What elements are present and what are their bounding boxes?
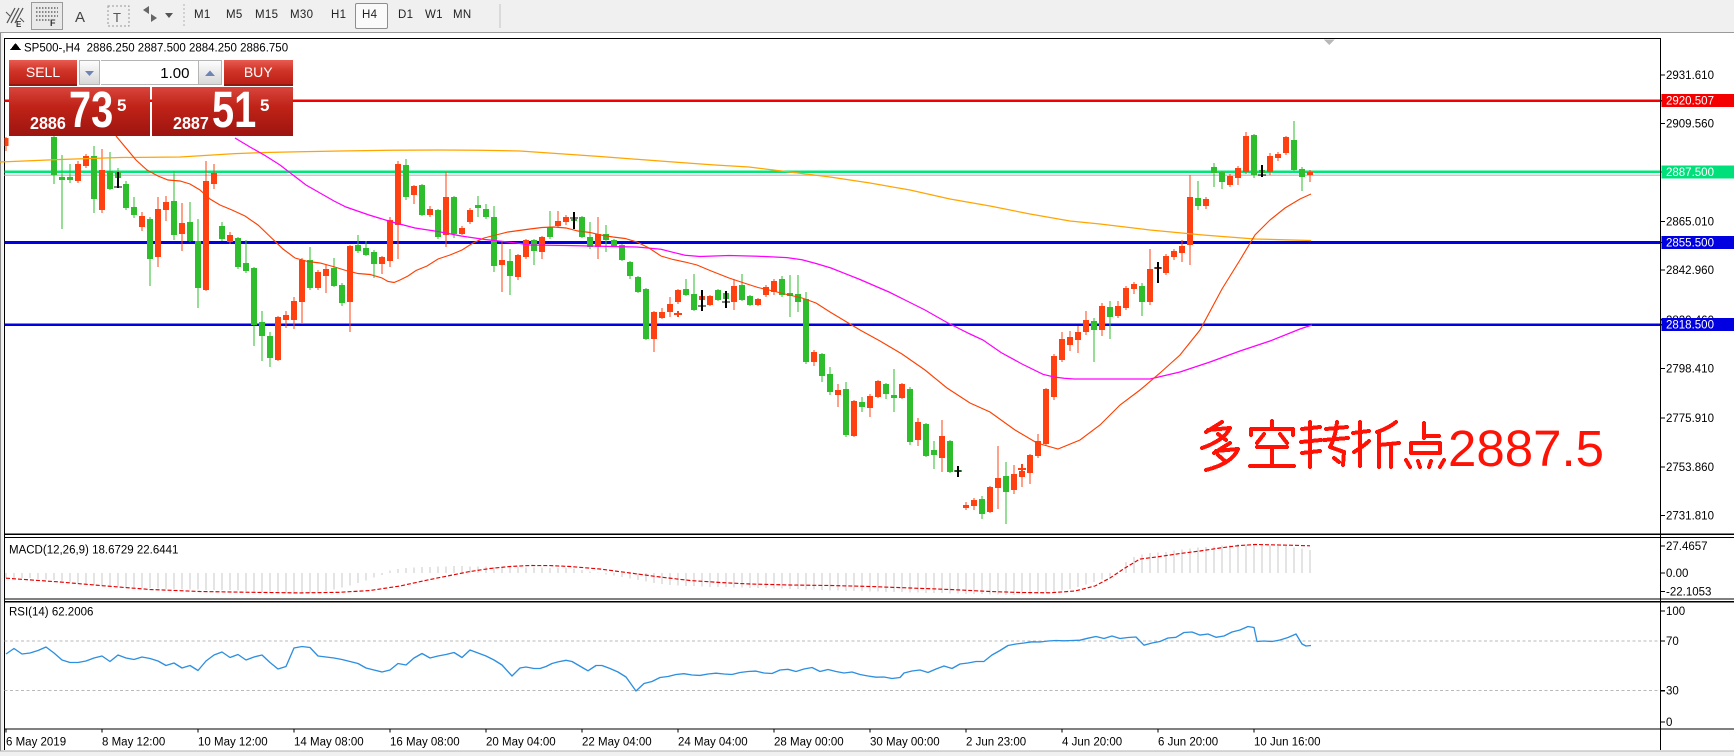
svg-text:2818.500: 2818.500	[1666, 320, 1714, 332]
svg-text:6 May 2019: 6 May 2019	[6, 737, 66, 749]
svg-text:10 May 12:00: 10 May 12:00	[198, 737, 268, 749]
svg-text:2887.500: 2887.500	[1666, 167, 1714, 179]
svg-text:30 May 00:00: 30 May 00:00	[870, 737, 940, 749]
svg-text:2798.410: 2798.410	[1666, 364, 1714, 376]
svg-text:0.00: 0.00	[1666, 568, 1688, 580]
svg-text:24 May 04:00: 24 May 04:00	[678, 737, 748, 749]
svg-text:2 Jun 23:00: 2 Jun 23:00	[966, 737, 1026, 749]
svg-text:2753.860: 2753.860	[1666, 462, 1714, 474]
svg-text:30: 30	[1666, 686, 1679, 698]
svg-text:22 May 04:00: 22 May 04:00	[582, 737, 652, 749]
svg-text:16 May 08:00: 16 May 08:00	[390, 737, 460, 749]
svg-text:2887.5: 2887.5	[1448, 420, 1604, 477]
svg-text:2865.010: 2865.010	[1666, 217, 1714, 229]
svg-text:0: 0	[1666, 717, 1672, 729]
svg-text:100: 100	[1666, 606, 1685, 618]
svg-text:2775.910: 2775.910	[1666, 413, 1714, 425]
svg-text:SP500-,H4 2886.250 2887.500 2: SP500-,H4 2886.250 2887.500 2884.250 288…	[24, 43, 288, 55]
svg-text:2931.610: 2931.610	[1666, 70, 1714, 82]
svg-text:-22.1053: -22.1053	[1666, 587, 1711, 599]
svg-text:70: 70	[1666, 636, 1679, 648]
svg-text:RSI(14) 62.2006: RSI(14) 62.2006	[9, 607, 93, 619]
svg-text:8 May 12:00: 8 May 12:00	[102, 737, 165, 749]
svg-text:14 May 08:00: 14 May 08:00	[294, 737, 364, 749]
svg-text:T: T	[113, 10, 121, 25]
svg-text:2920.507: 2920.507	[1666, 96, 1714, 108]
svg-text:20 May 04:00: 20 May 04:00	[486, 737, 556, 749]
svg-text:27.4657: 27.4657	[1666, 541, 1708, 553]
svg-text:2731.810: 2731.810	[1666, 511, 1714, 523]
svg-text:2842.960: 2842.960	[1666, 265, 1714, 277]
svg-text:F: F	[50, 18, 56, 28]
svg-text:6 Jun 20:00: 6 Jun 20:00	[1158, 737, 1218, 749]
svg-text:10 Jun 16:00: 10 Jun 16:00	[1254, 737, 1321, 749]
svg-text:MACD(12,26,9) 18.6729 22.6441: MACD(12,26,9) 18.6729 22.6441	[9, 545, 178, 557]
svg-text:A: A	[75, 9, 85, 26]
svg-text:2909.560: 2909.560	[1666, 119, 1714, 131]
svg-text:E: E	[16, 20, 22, 29]
svg-text:28 May 00:00: 28 May 00:00	[774, 737, 844, 749]
svg-text:4 Jun 20:00: 4 Jun 20:00	[1062, 737, 1122, 749]
svg-text:2855.500: 2855.500	[1666, 238, 1714, 250]
